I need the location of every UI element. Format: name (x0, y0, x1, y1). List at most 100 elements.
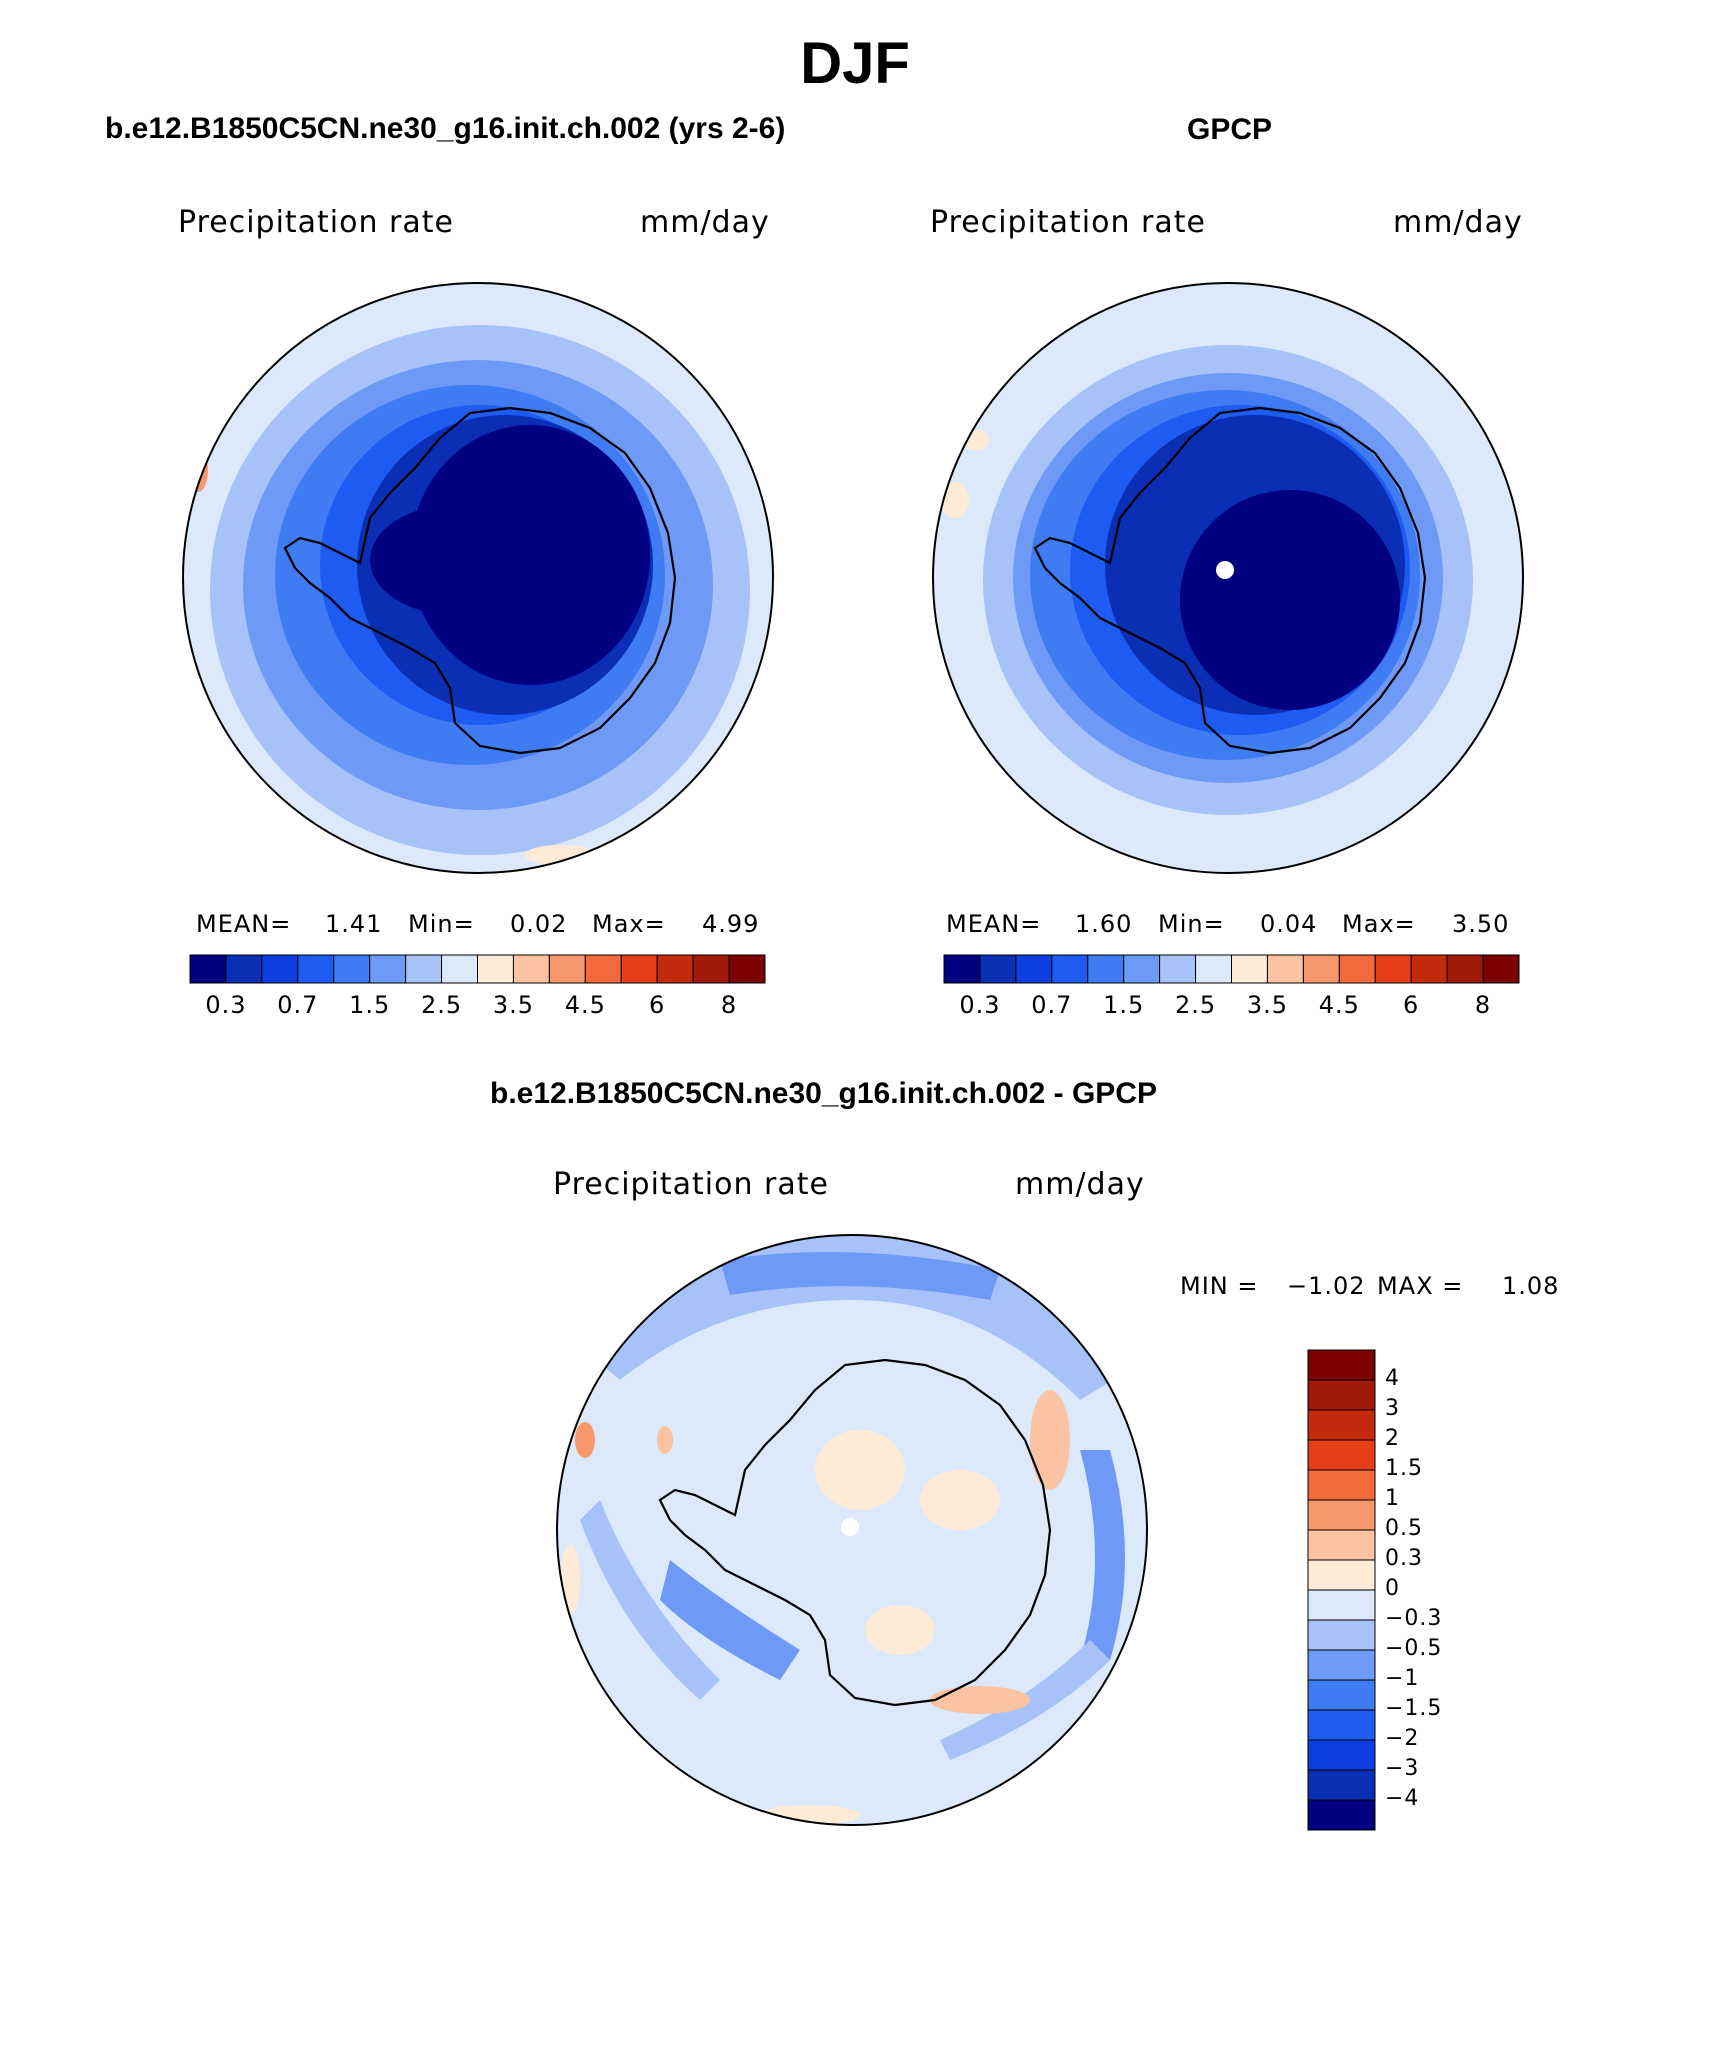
model-mean-value: 1.41 (325, 910, 383, 938)
model-colorbar-swatch (548, 954, 586, 984)
diff-colorbar-swatch (1307, 1649, 1376, 1681)
diff-max-label: MAX = (1377, 1272, 1464, 1300)
model-field-label: Precipitation rate (178, 205, 454, 240)
diff-colorbar-swatch (1307, 1739, 1376, 1771)
model-panel-title: b.e12.B1850C5CN.ne30_g16.init.ch.002 (yr… (105, 112, 786, 145)
gpcp-min-label: Min= (1158, 910, 1225, 938)
gpcp-colorbar-swatch (943, 954, 981, 984)
diff-colorbar-label: 2 (1385, 1426, 1400, 1451)
model-colorbar-tick-label: 0.3 (205, 991, 247, 1019)
model-min-label: Min= (408, 910, 475, 938)
model-colorbar-tick-label: 8 (720, 991, 738, 1019)
diff-max-value: 1.08 (1502, 1272, 1560, 1300)
diff-map (557, 1235, 1147, 1825)
model-max-value: 4.99 (702, 910, 760, 938)
diff-colorbar-label: −1.5 (1385, 1696, 1443, 1721)
diff-colorbar-swatch (1307, 1469, 1376, 1501)
gpcp-colorbar-tick-label: 8 (1474, 991, 1492, 1019)
gpcp-colorbar-tick-label: 6 (1403, 991, 1420, 1019)
gpcp-colorbar-tick-label: 4.5 (1318, 991, 1360, 1019)
diff-map-border (556, 1234, 1148, 1826)
diff-min-value: −1.02 (1287, 1272, 1366, 1300)
diff-colorbar-swatch (1307, 1559, 1376, 1591)
model-colorbar-swatch (297, 954, 335, 984)
diff-colorbar-swatch (1307, 1619, 1376, 1651)
model-max-label: Max= (592, 910, 666, 938)
gpcp-colorbar-swatch (1231, 954, 1268, 984)
model-colorbar-tick-label: 4.5 (564, 991, 606, 1019)
model-colorbar-tick-label: 6 (649, 991, 666, 1019)
gpcp-field-label: Precipitation rate (930, 205, 1206, 240)
model-colorbar-swatch (189, 954, 227, 984)
model-colorbar-swatch (656, 954, 694, 984)
model-colorbar-tick-label: 0.7 (277, 991, 319, 1019)
diff-colorbar-swatch (1307, 1589, 1376, 1621)
diff-colorbar-label: 0 (1385, 1576, 1400, 1601)
diff-colorbar-label: −3 (1385, 1756, 1420, 1781)
diff-colorbar-label: 1 (1385, 1486, 1400, 1511)
gpcp-colorbar-swatch (1266, 954, 1304, 984)
diff-colorbar-swatch (1307, 1709, 1376, 1741)
gpcp-min-value: 0.04 (1260, 910, 1318, 938)
gpcp-colorbar (943, 954, 1520, 984)
gpcp-colorbar-tick-label: 0.3 (959, 991, 1001, 1019)
gpcp-colorbar-swatch (1051, 954, 1089, 984)
gpcp-colorbar-tick-label: 2.5 (1174, 991, 1217, 1019)
diff-field-label: Precipitation rate (553, 1167, 829, 1202)
diff-colorbar-label: 0.3 (1385, 1546, 1423, 1571)
diff-colorbar-swatch (1307, 1409, 1376, 1441)
model-colorbar-swatch (584, 954, 622, 984)
gpcp-mean-label: MEAN= (946, 910, 1042, 938)
model-colorbar-swatch (620, 954, 658, 984)
gpcp-colorbar-swatch (1087, 954, 1125, 984)
model-colorbar-swatch (405, 954, 443, 984)
diff-colorbar-label: 1.5 (1385, 1456, 1423, 1481)
gpcp-units-label: mm/day (1393, 205, 1523, 240)
diff-colorbar-label: 4 (1385, 1366, 1400, 1391)
diff-colorbar-label: −0.5 (1385, 1636, 1443, 1661)
diff-min-label: MIN = (1180, 1272, 1259, 1300)
model-colorbar-swatch (512, 954, 550, 984)
diff-colorbar-swatch (1307, 1499, 1376, 1531)
gpcp-colorbar-swatch (1482, 954, 1520, 984)
gpcp-max-label: Max= (1342, 910, 1416, 938)
model-colorbar-tick-label: 3.5 (492, 991, 535, 1019)
gpcp-colorbar-tick-label: 3.5 (1246, 991, 1289, 1019)
diff-colorbar-swatch (1307, 1679, 1376, 1711)
model-colorbar-tick-label: 1.5 (349, 991, 391, 1019)
gpcp-map (933, 283, 1523, 873)
model-map (183, 283, 773, 873)
model-colorbar-swatch (441, 954, 478, 984)
gpcp-colorbar-tick-label: 0.7 (1031, 991, 1073, 1019)
model-units-label: mm/day (640, 205, 770, 240)
model-colorbar-swatch (477, 954, 514, 984)
gpcp-panel-title: GPCP (1187, 113, 1273, 146)
model-colorbar (189, 954, 766, 984)
gpcp-colorbar-tick-label: 1.5 (1103, 991, 1145, 1019)
model-min-value: 0.02 (510, 910, 568, 938)
model-colorbar-swatch (728, 954, 766, 984)
gpcp-mean-value: 1.60 (1075, 910, 1133, 938)
gpcp-colorbar-swatch (1195, 954, 1232, 984)
gpcp-colorbar-swatch (979, 954, 1017, 984)
figure-title: DJF (800, 31, 910, 96)
diff-units-label: mm/day (1015, 1167, 1145, 1202)
diff-panel-title: b.e12.B1850C5CN.ne30_g16.init.ch.002 - G… (490, 1077, 1157, 1110)
gpcp-colorbar-swatch (1302, 954, 1340, 984)
diff-colorbar-label: −1 (1385, 1666, 1420, 1691)
diff-colorbar-swatch (1307, 1379, 1376, 1411)
model-colorbar-swatch (692, 954, 730, 984)
model-colorbar-tick-label: 2.5 (420, 991, 463, 1019)
gpcp-colorbar-swatch (1159, 954, 1197, 984)
diff-colorbar-label: 0.5 (1385, 1516, 1423, 1541)
diff-colorbar-label: −0.3 (1385, 1606, 1443, 1631)
diff-colorbar (1307, 1349, 1376, 1831)
gpcp-colorbar-swatch (1123, 954, 1161, 984)
diff-colorbar-label: 3 (1385, 1396, 1400, 1421)
model-colorbar-swatch (369, 954, 407, 984)
model-colorbar-swatch (225, 954, 263, 984)
diff-colorbar-swatch (1307, 1799, 1376, 1831)
model-colorbar-swatch (333, 954, 371, 984)
diff-colorbar-swatch (1307, 1769, 1376, 1801)
diff-colorbar-swatch (1307, 1349, 1376, 1381)
